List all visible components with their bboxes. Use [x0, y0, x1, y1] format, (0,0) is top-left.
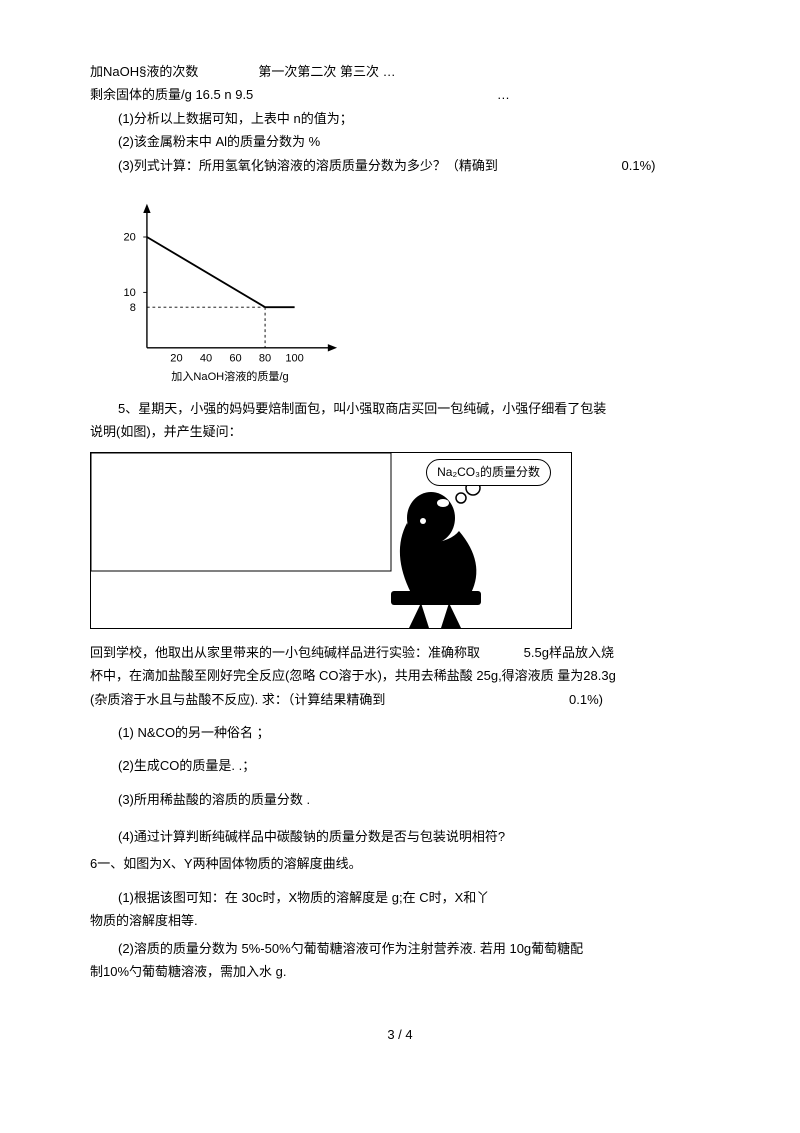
- svg-text:80: 80: [259, 353, 271, 365]
- illustration: Na₂CO₃的质量分数: [90, 452, 572, 629]
- problem-5-line4: 杯中，在滴加盐酸至刚好完全反应(忽略 CO溶于水)，共用去稀盐酸 25g,得溶液…: [90, 664, 710, 687]
- svg-text:20: 20: [170, 353, 182, 365]
- q6-1b: 物质的溶解度相等.: [90, 909, 710, 932]
- page-number: 3 / 4: [90, 1023, 710, 1046]
- ytick-20: 20: [124, 232, 136, 244]
- q6-1a: (1)根据该图可知：在 30c时，X物质的溶解度是 g;在 C时，X和丫: [90, 886, 710, 909]
- ytick-10: 10: [124, 287, 136, 299]
- line-chart: 20 10 8 20 40 60 80 100 加入NaOH溶液的质量/g: [110, 197, 350, 397]
- thought-bubble: Na₂CO₃的质量分数: [426, 459, 551, 487]
- th-left: 加NaOH§液的次数: [90, 60, 198, 83]
- q6-2a: (2)溶质的质量分数为 5%-50%勺葡萄糖溶液可作为注射营养液. 若用 10g…: [90, 937, 710, 960]
- table-data-row: 剩余固体的质量/g 16.5 n 9.5 …: [90, 83, 710, 106]
- svg-text:40: 40: [200, 353, 212, 365]
- th-right: 第一次第二次 第三次 …: [258, 60, 395, 83]
- problem-6-line1: 6一、如图为X、Y两种固体物质的溶解度曲线。: [90, 852, 710, 875]
- svg-text:100: 100: [285, 353, 303, 365]
- problem-5-line5: (杂质溶于水且与盐酸不反应). 求：（计算结果精确到 0.1%): [90, 688, 710, 711]
- problem-5-line2: 说明(如图)，并产生疑问：: [90, 420, 710, 443]
- question-1: (1)分析以上数据可知，上表中 n的值为；: [90, 107, 710, 130]
- question-3: (3)列式计算：所用氢氧化钠溶液的溶质质量分数为多少？（精确到 0.1%): [90, 154, 710, 177]
- problem-5-line1: 5、星期天，小强的妈妈要焙制面包，叫小强取商店买回一包纯碱，小强仔细看了包装: [90, 397, 710, 420]
- q6-2b: 制10%勺葡萄糖溶液，需加入水 g.: [90, 960, 710, 983]
- table-header-row: 加NaOH§液的次数 第一次第二次 第三次 …: [90, 60, 710, 83]
- question-2: (2)该金属粉末中 Al的质量分数为 %: [90, 130, 710, 153]
- q5-1: (1) N&CO的另一种俗名 ；: [90, 721, 710, 744]
- problem-5-line3: 回到学校，他取出从家里带来的一小包纯碱样品进行实验：准确称取 5.5g样品放入烧: [90, 641, 710, 664]
- ytick-8: 8: [130, 302, 136, 314]
- q5-4: (4)通过计算判断纯碱样品中碳酸钠的质量分数是否与包装说明相符?: [90, 825, 710, 848]
- svg-text:60: 60: [229, 353, 241, 365]
- q5-3: (3)所用稀盐酸的溶质的质量分数 .: [90, 788, 710, 811]
- x-axis-label: 加入NaOH溶液的质量/g: [171, 369, 288, 383]
- q5-2: (2)生成CO的质量是. .；: [90, 754, 710, 777]
